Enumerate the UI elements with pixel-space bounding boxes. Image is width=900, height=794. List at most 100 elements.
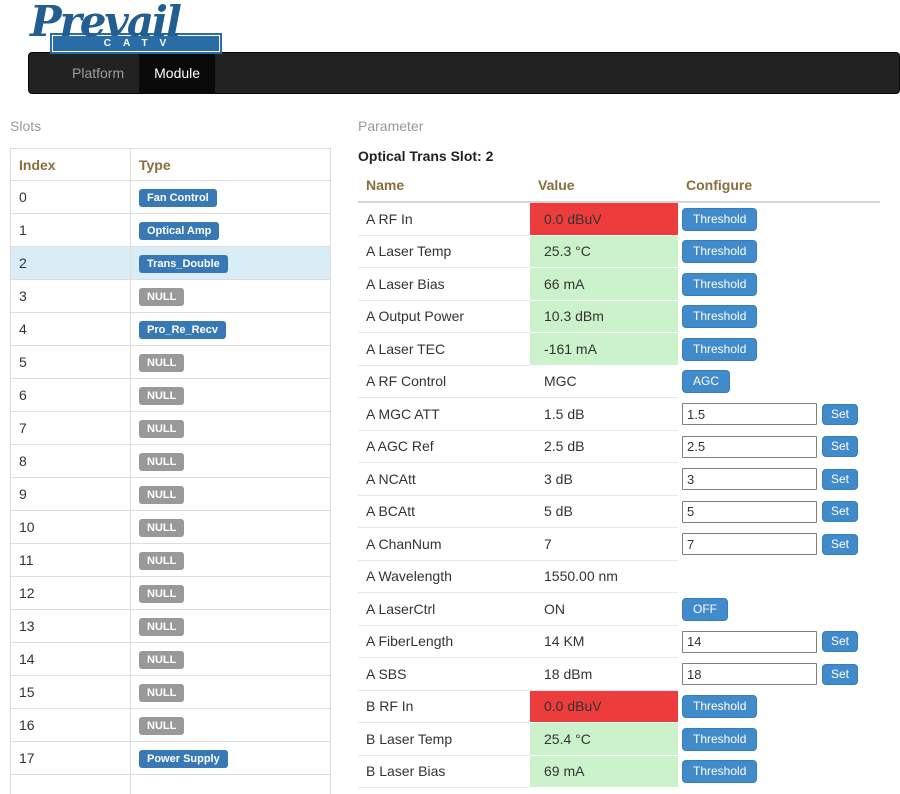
threshold-button[interactable]: Threshold bbox=[682, 240, 758, 264]
slot-type-cell: Pro_Re_Recv bbox=[130, 312, 331, 346]
brand-name: Prevail bbox=[30, 0, 182, 46]
slot-row[interactable]: 0 Fan Control bbox=[10, 180, 331, 214]
slot-row[interactable]: 12 NULL bbox=[10, 576, 331, 610]
slot-index: 17 bbox=[10, 741, 131, 775]
parameter-configure-cell: Threshold bbox=[678, 301, 880, 334]
slot-row[interactable]: 11 NULL bbox=[10, 543, 331, 577]
threshold-button[interactable]: Threshold bbox=[682, 760, 758, 784]
slot-row[interactable]: 7 NULL bbox=[10, 411, 331, 445]
set-button[interactable]: Set bbox=[822, 663, 859, 685]
slots-panel-label: Slots bbox=[10, 118, 42, 134]
slot-row[interactable]: 13 NULL bbox=[10, 609, 331, 643]
tab-module[interactable]: Module bbox=[139, 53, 216, 93]
slots-panel: Slots Index Type 0 Fan Control 1 Optical Am… bbox=[10, 118, 331, 794]
slot-row[interactable]: 16 NULL bbox=[10, 708, 331, 742]
set-button[interactable]: Set bbox=[822, 533, 859, 555]
parameter-name: B Laser Bias bbox=[358, 756, 530, 788]
set-button[interactable]: Set bbox=[822, 468, 859, 490]
parameter-row: B Laser Bias 69 mA Threshold bbox=[358, 755, 880, 788]
parameter-value: 0.0 dBuV bbox=[530, 690, 678, 723]
parameter-row: A Wavelength 1550.00 nm bbox=[358, 561, 880, 593]
parameter-header-row: Name Value Configure bbox=[358, 170, 880, 203]
slot-type-cell: Optical Amp bbox=[130, 213, 331, 247]
slot-type-cell: NULL bbox=[130, 411, 331, 445]
threshold-button[interactable]: Threshold bbox=[682, 695, 758, 719]
parameter-configure-cell: Threshold bbox=[678, 236, 880, 269]
configure-value-input[interactable] bbox=[682, 435, 817, 458]
parameter-configure-cell: Set bbox=[678, 431, 880, 464]
slot-row[interactable]: 4 Pro_Re_Recv bbox=[10, 312, 331, 346]
slot-row[interactable]: 14 NULL bbox=[10, 642, 331, 676]
slot-index: 8 bbox=[10, 444, 131, 478]
parameter-name: A Wavelength bbox=[358, 561, 530, 593]
slot-index: 14 bbox=[10, 642, 131, 676]
slot-row[interactable]: 8 NULL bbox=[10, 444, 331, 478]
slot-index: 2 bbox=[10, 246, 131, 280]
slot-row[interactable]: 6 NULL bbox=[10, 378, 331, 412]
parameter-configure-cell: Set bbox=[678, 658, 880, 691]
parameter-row: A LaserCtrl ON OFF bbox=[358, 593, 880, 626]
slots-table-body: 0 Fan Control 1 Optical Amp 2 Trans_Double 3 NU… bbox=[10, 180, 331, 794]
off-button[interactable]: OFF bbox=[682, 597, 728, 621]
main-navbar: Platform Module bbox=[28, 52, 900, 94]
set-button[interactable]: Set bbox=[822, 501, 859, 523]
slot-row[interactable]: 9 NULL bbox=[10, 477, 331, 511]
threshold-button[interactable]: Threshold bbox=[682, 337, 758, 361]
slot-index: 16 bbox=[10, 708, 131, 742]
configure-input-group: Set bbox=[682, 533, 880, 556]
slot-index: 1 bbox=[10, 213, 131, 247]
configure-value-input[interactable] bbox=[682, 468, 817, 491]
slot-type-cell: NULL bbox=[130, 642, 331, 676]
slot-row[interactable] bbox=[10, 774, 331, 794]
threshold-button[interactable]: Threshold bbox=[682, 305, 758, 329]
threshold-button[interactable]: Threshold bbox=[682, 272, 758, 296]
parameter-name: A FiberLength bbox=[358, 626, 530, 658]
agc-button[interactable]: AGC bbox=[682, 370, 731, 394]
configure-input-group: Set bbox=[682, 630, 880, 653]
slot-type-badge: NULL bbox=[139, 419, 185, 438]
configure-value-input[interactable] bbox=[682, 403, 817, 426]
slot-type-cell: NULL bbox=[130, 279, 331, 313]
parameter-row: A RF Control MGC AGC bbox=[358, 366, 880, 399]
parameter-name: A Laser Temp bbox=[358, 236, 530, 268]
set-button[interactable]: Set bbox=[822, 631, 859, 653]
parameter-value: 25.4 °C bbox=[530, 723, 678, 756]
set-button[interactable]: Set bbox=[822, 436, 859, 458]
configure-value-input[interactable] bbox=[682, 533, 817, 556]
slot-type-cell: Power Supply bbox=[130, 741, 331, 775]
parameter-panel: Parameter Optical Trans Slot: 2 Name Val… bbox=[358, 118, 880, 788]
parameter-name: A Laser TEC bbox=[358, 333, 530, 366]
slot-type-cell: NULL bbox=[130, 675, 331, 709]
parameter-name: A AGC Ref bbox=[358, 431, 530, 463]
brand-sub: CATV bbox=[52, 35, 220, 52]
threshold-button[interactable]: Threshold bbox=[682, 727, 758, 751]
slot-type-badge: NULL bbox=[139, 584, 185, 603]
slot-type-badge: Pro_Re_Recv bbox=[139, 320, 226, 339]
slot-row[interactable]: 3 NULL bbox=[10, 279, 331, 313]
parameter-col-value: Value bbox=[530, 170, 678, 203]
slot-row[interactable]: 1 Optical Amp bbox=[10, 213, 331, 247]
parameter-value: ON bbox=[530, 593, 678, 626]
parameter-row: A Laser Bias 66 mA Threshold bbox=[358, 268, 880, 301]
set-button[interactable]: Set bbox=[822, 403, 859, 425]
slot-row[interactable]: 15 NULL bbox=[10, 675, 331, 709]
threshold-button[interactable]: Threshold bbox=[682, 207, 758, 231]
parameter-configure-cell: OFF bbox=[678, 593, 880, 626]
slots-col-index: Index bbox=[10, 148, 131, 181]
slot-row[interactable]: 5 NULL bbox=[10, 345, 331, 379]
configure-value-input[interactable] bbox=[682, 663, 817, 686]
slot-row[interactable]: 17 Power Supply bbox=[10, 741, 331, 775]
slot-row[interactable]: 10 NULL bbox=[10, 510, 331, 544]
parameter-configure-cell: AGC bbox=[678, 366, 880, 399]
configure-value-input[interactable] bbox=[682, 500, 817, 523]
slot-type-badge: NULL bbox=[139, 650, 185, 669]
slot-type-badge: NULL bbox=[139, 683, 185, 702]
slots-col-type: Type bbox=[130, 148, 331, 181]
configure-value-input[interactable] bbox=[682, 630, 817, 653]
slot-row[interactable]: 2 Trans_Double bbox=[10, 246, 331, 280]
tab-platform[interactable]: Platform bbox=[72, 65, 125, 81]
parameter-configure-cell: Set bbox=[678, 528, 880, 561]
slot-type-badge: NULL bbox=[139, 518, 185, 537]
